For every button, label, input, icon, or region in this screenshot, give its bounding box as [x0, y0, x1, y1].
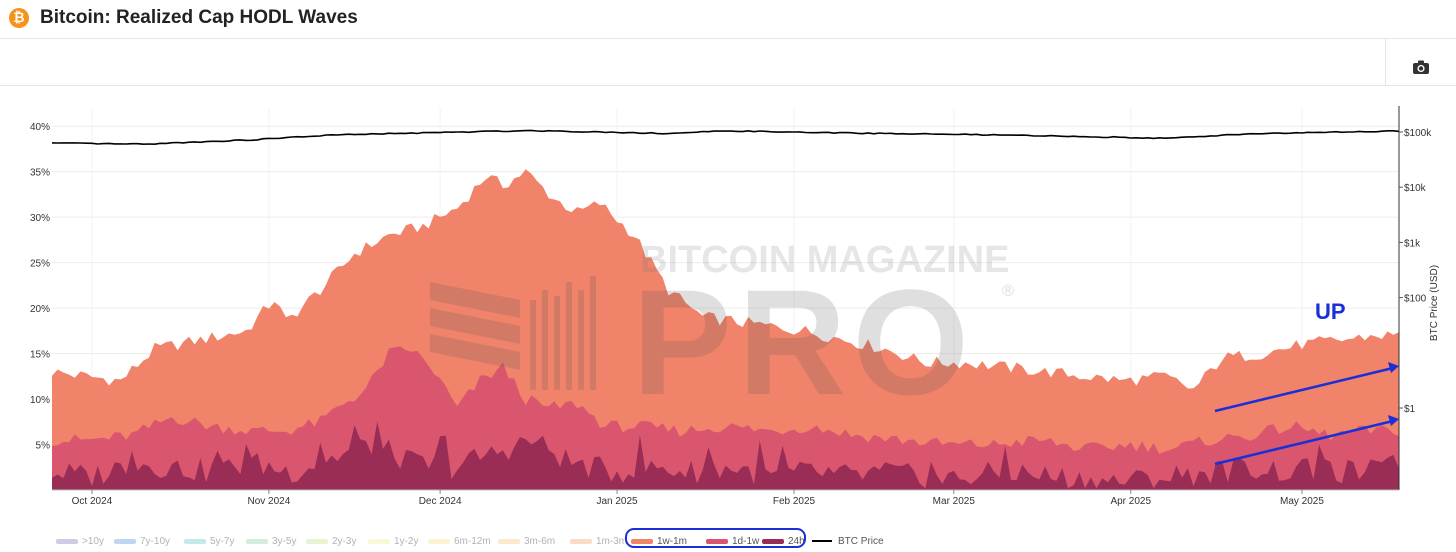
legend-swatch [306, 538, 328, 544]
y-left-tick-label: 40% [30, 122, 50, 133]
annotation-arrow-lower [1214, 419, 1394, 466]
x-axis-tick-label: Apr 2025 [1110, 496, 1151, 507]
legend-label: 2y-3y [332, 535, 357, 547]
area-series-24h [52, 421, 1399, 490]
x-axis-tick-label: Mar 2025 [933, 496, 976, 507]
y-right-ticks: $1 $100 $1k $10k $100k [1399, 128, 1432, 415]
watermark-text-line2: PRO [632, 258, 975, 426]
legend-item-1w-1m[interactable]: 1w-1m [631, 532, 687, 550]
legend-swatch [570, 538, 592, 544]
legend-swatch [56, 538, 78, 544]
legend-item-7y-10y[interactable]: 7y-10y [114, 532, 170, 550]
legend-item-24h[interactable]: 24h [762, 532, 805, 550]
annotation-arrowhead-upper [1388, 362, 1399, 373]
chart-areas [52, 169, 1399, 491]
price-line-group [51, 129, 1400, 146]
legend-label: 3y-5y [272, 535, 297, 547]
legend-swatch [184, 538, 206, 544]
watermark-text-line1: BITCOIN MAGAZINE [640, 239, 1009, 281]
legend-swatch [428, 538, 450, 544]
y-left-tick-label: 35% [30, 168, 50, 179]
toolbar-divider [1385, 39, 1386, 85]
y-left-tick-label: 20% [30, 304, 50, 315]
legend-item-1y-2y[interactable]: 1y-2y [368, 532, 418, 550]
y-right-tick-label: $10k [1404, 183, 1427, 194]
y-right-tick-label: $100 [1404, 294, 1427, 305]
legend-label: 1m-3m [596, 535, 628, 547]
legend-item--10y[interactable]: >10y [56, 532, 104, 550]
legend-swatch [706, 538, 728, 544]
bitcoin-logo-icon: ₿ [9, 8, 29, 28]
y-right-tick-label: $1k [1404, 238, 1421, 249]
legend-label: >10y [82, 535, 104, 547]
legend-item-3m-6m[interactable]: 3m-6m [498, 532, 555, 550]
legend-label: 1y-2y [394, 535, 419, 547]
watermark-registered-mark: ® [1000, 281, 1016, 300]
y-left-tick-label: 15% [30, 350, 50, 361]
y-left-tick-label: 10% [30, 395, 50, 406]
x-axis-tick-label: Nov 2024 [247, 496, 290, 507]
y-left-tick-label: 30% [30, 213, 50, 224]
y-right-axis-label: BTC Price (USD) [1429, 265, 1440, 341]
legend-item-1d-1w[interactable]: 1d-1w [706, 532, 759, 550]
y-left-tick-label: 5% [36, 441, 51, 452]
legend-item-3y-5y[interactable]: 3y-5y [246, 532, 296, 550]
legend-label: 1w-1m [657, 535, 688, 547]
legend-item-2y-3y[interactable]: 2y-3y [306, 532, 356, 550]
page-header: ₿ Bitcoin: Realized Cap HODL Waves [0, 0, 1456, 39]
legend-swatch [114, 538, 136, 544]
annotation-arrows [1214, 362, 1399, 466]
legend-item-1m-3m[interactable]: 1m-3m [570, 532, 627, 550]
x-axis-tick-label: Oct 2024 [72, 496, 113, 507]
y-right-tick-label: $1 [1404, 404, 1416, 415]
y-left-tick-label: 25% [30, 259, 50, 270]
camera-icon[interactable] [1410, 58, 1432, 76]
legend-label: 1d-1w [732, 535, 760, 547]
legend-label: 5y-7y [210, 535, 235, 547]
y-right-tick-label: $100k [1404, 128, 1432, 139]
x-axis-ticks: Oct 2024 Nov 2024 Dec 2024 Jan 2025 Feb 2025… [72, 490, 1324, 507]
chart-toolbar [0, 39, 1456, 86]
legend-label: 24h [788, 535, 805, 547]
annotation-up-label: UP [1315, 299, 1346, 324]
legend-item-6m-12m[interactable]: 6m-12m [428, 532, 491, 550]
legend-label: 7y-10y [140, 535, 171, 547]
legend-item-5y-7y[interactable]: 5y-7y [184, 532, 234, 550]
legend-swatch [368, 538, 390, 544]
legend-label: BTC Price [838, 535, 884, 547]
x-axis-tick-label: Dec 2024 [419, 496, 462, 507]
legend-swatch [812, 540, 832, 542]
series-line-btc-price [51, 129, 1400, 146]
y-left-ticks: 5% 10% 15% 20% 25% 30% 35% 40% [30, 122, 50, 451]
legend-label: 6m-12m [454, 535, 491, 547]
legend-item-btc-price[interactable]: BTC Price [812, 532, 884, 550]
annotation-arrow-upper [1214, 366, 1394, 413]
watermark-emblem [430, 276, 596, 390]
legend-swatch [631, 538, 653, 544]
x-axis-tick-label: May 2025 [1280, 496, 1324, 507]
hodl-waves-chart: BITCOIN MAGAZINE PRO ® Oct 2024 Nov 2024 D… [30, 106, 1440, 507]
watermark: BITCOIN MAGAZINE PRO ® [430, 239, 1016, 426]
legend-label: 3m-6m [524, 535, 556, 547]
x-axis-tick-label: Feb 2025 [773, 496, 816, 507]
chart-title: Bitcoin: Realized Cap HODL Waves [40, 7, 358, 28]
annotation-arrowhead-lower [1388, 415, 1399, 426]
legend-swatch [498, 538, 520, 544]
x-axis-tick-label: Jan 2025 [596, 496, 638, 507]
legend-swatch [762, 538, 784, 544]
legend-swatch [246, 538, 268, 544]
